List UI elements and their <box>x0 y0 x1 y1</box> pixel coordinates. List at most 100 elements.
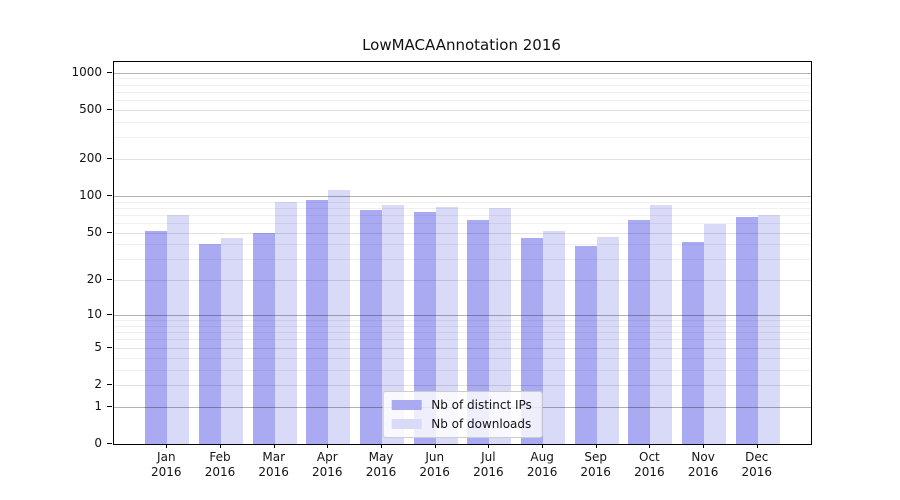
y-tick-mark-20 <box>107 279 112 281</box>
x-tick-year-mar: 2016 <box>258 465 289 479</box>
gridline-50 <box>114 232 811 234</box>
gridline-minor-400 <box>114 121 811 123</box>
bar-sep-downloads <box>596 237 619 444</box>
y-tick-mark-10 <box>107 314 112 316</box>
x-tick-label-jul: Jul 2016 <box>456 450 520 480</box>
gridline-2 <box>114 385 811 386</box>
x-tick-month-jul: Jul <box>481 450 496 464</box>
y-tick-label-10: 10 <box>86 307 102 322</box>
plot-area: Nb of distinct IPs Nb of downloads <box>113 61 812 445</box>
y-tick-mark-5 <box>107 346 112 348</box>
bar-dec-downloads <box>757 214 780 444</box>
bar-nov-downloads <box>704 224 727 444</box>
gridline-minor-60 <box>114 223 811 225</box>
gridline-minor-7 <box>114 332 811 334</box>
x-tick-label-nov: Nov 2016 <box>671 450 735 480</box>
gridline-minor-700 <box>114 91 811 93</box>
bar-jan-downloads <box>167 214 190 444</box>
x-tick-mark-jan <box>166 444 168 448</box>
y-tick-label-2: 2 <box>94 377 102 391</box>
y-tick-mark-1000 <box>107 71 112 73</box>
x-tick-month-nov: Nov <box>691 450 715 464</box>
y-tick-mark-200 <box>107 158 112 159</box>
legend-label-distinct-ips: Nb of distinct IPs <box>431 398 532 412</box>
x-tick-mark-aug <box>542 444 544 448</box>
gridline-minor-90 <box>114 201 811 203</box>
x-tick-month-may: May <box>368 450 394 464</box>
y-tick-label-0: 0 <box>94 436 102 450</box>
x-tick-mark-nov <box>703 444 705 448</box>
x-tick-mark-may <box>381 444 382 448</box>
bar-jun-downloads <box>435 206 458 444</box>
gridline-minor-4 <box>114 357 811 359</box>
x-tick-month-feb: Feb <box>209 450 231 464</box>
bar-apr-downloads <box>328 190 351 444</box>
gridline-5 <box>114 347 811 349</box>
bar-dec-distinct-ips <box>735 217 758 444</box>
gridline-minor-3 <box>114 369 811 371</box>
gridline-minor-900 <box>114 78 811 80</box>
x-tick-year-apr: 2016 <box>312 465 343 479</box>
x-tick-label-may: May 2016 <box>349 450 413 480</box>
y-tick-mark-50 <box>107 231 112 233</box>
bar-aug-downloads <box>543 230 566 444</box>
x-tick-year-oct: 2016 <box>634 465 665 479</box>
x-tick-year-feb: 2016 <box>204 465 236 479</box>
gridline-minor-6 <box>114 339 811 341</box>
x-tick-mark-oct <box>649 444 651 448</box>
x-tick-label-feb: Feb 2016 <box>188 450 252 480</box>
gridline-20 <box>114 280 811 282</box>
legend-row-downloads: Nb of downloads <box>391 417 532 431</box>
bar-jun-distinct-ips <box>413 212 436 444</box>
x-tick-month-sep: Sep <box>584 450 607 464</box>
legend: Nb of distinct IPs Nb of downloads <box>382 391 543 438</box>
gridline-minor-30 <box>114 259 811 261</box>
x-tick-month-apr: Apr <box>316 450 338 464</box>
y-tick-mark-1 <box>107 405 112 407</box>
x-tick-mark-sep <box>595 444 597 448</box>
legend-label-downloads: Nb of downloads <box>431 417 532 431</box>
y-tick-mark-2 <box>107 384 112 385</box>
x-tick-label-dec: Dec 2016 <box>725 450 789 480</box>
gridline-minor-9 <box>114 320 811 322</box>
chart-title: LowMACAAnnotation 2016 <box>362 36 561 54</box>
y-tick-label-50: 50 <box>86 224 102 239</box>
bar-may-downloads <box>382 204 404 444</box>
x-tick-year-jan: 2016 <box>151 465 182 479</box>
gridline-minor-70 <box>114 214 811 216</box>
y-tick-label-100: 100 <box>79 188 102 202</box>
legend-swatch-distinct-ips <box>391 400 422 410</box>
y-tick-mark-500 <box>107 108 112 110</box>
x-tick-month-jun: Jun <box>425 450 445 464</box>
gridline-minor-800 <box>114 84 811 86</box>
x-tick-month-dec: Dec <box>745 450 769 464</box>
legend-row-distinct-ips: Nb of distinct IPs <box>391 398 532 412</box>
grid-layer <box>114 62 811 444</box>
bar-feb-distinct-ips <box>199 244 221 444</box>
gridline-200 <box>114 159 811 160</box>
x-tick-label-jan: Jan 2016 <box>134 450 198 480</box>
y-tick-label-5: 5 <box>94 339 102 354</box>
x-tick-year-dec: 2016 <box>741 465 773 479</box>
x-tick-label-jun: Jun 2016 <box>403 450 467 480</box>
bar-mar-distinct-ips <box>252 232 275 444</box>
x-tick-month-oct: Oct <box>639 450 660 464</box>
gridline-minor-80 <box>114 207 811 209</box>
bar-apr-distinct-ips <box>306 199 329 444</box>
gridline-minor-40 <box>114 244 811 246</box>
bar-jul-downloads <box>489 207 512 444</box>
x-tick-year-sep: 2016 <box>580 465 611 479</box>
x-tick-label-aug: Aug 2016 <box>510 450 574 480</box>
legend-swatch-downloads <box>391 419 422 429</box>
x-tick-mark-jul <box>488 444 490 448</box>
y-tick-label-1000: 1000 <box>71 64 102 79</box>
y-tick-mark-100 <box>107 195 112 196</box>
x-tick-mark-apr <box>327 444 329 448</box>
x-tick-mark-mar <box>273 444 275 448</box>
gridline-minor-8 <box>114 325 811 327</box>
y-tick-mark-0 <box>107 443 112 444</box>
y-tick-label-200: 200 <box>79 151 102 165</box>
x-tick-month-mar: Mar <box>262 450 285 464</box>
y-tick-label-1: 1 <box>94 398 102 413</box>
